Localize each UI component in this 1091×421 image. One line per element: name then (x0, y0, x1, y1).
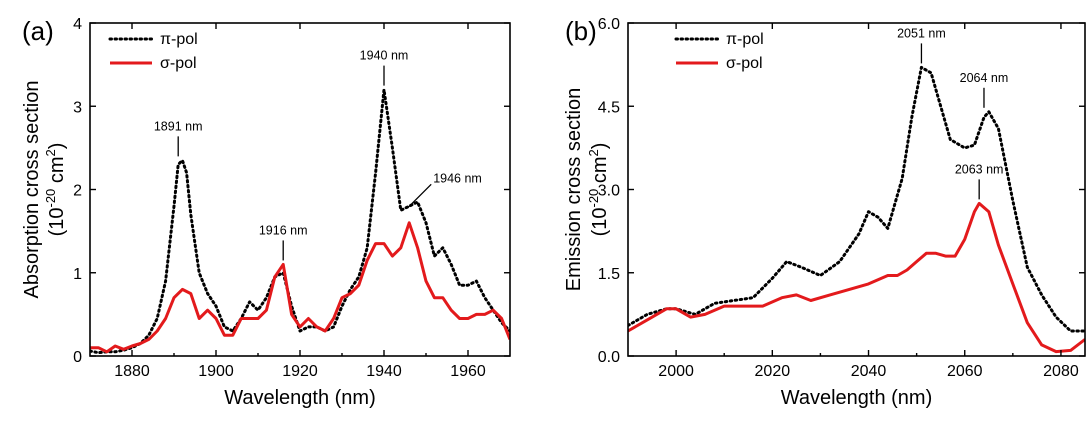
y-axis-unit: (10-20​ cm2​) (586, 143, 611, 237)
peak-annotation: 2051 nm (897, 26, 946, 64)
annotation-label: 1940 nm (360, 49, 409, 63)
x-tick-label: 1960 (450, 363, 486, 380)
sigma-pol-series-line (90, 221, 510, 354)
y-tick-label: 1 (73, 266, 82, 283)
sigma-pol-series-line (628, 201, 1085, 354)
x-tick-label: 2000 (658, 363, 694, 380)
peak-annotation: 2064 nm (960, 71, 1009, 108)
annotation-label: 1916 nm (259, 223, 308, 237)
annotation-label: 2064 nm (960, 71, 1009, 85)
legend-label: σ-pol (160, 55, 197, 72)
series-group (628, 65, 1085, 354)
y-tick-label: 2 (73, 183, 82, 200)
annotation-label: 2051 nm (897, 26, 946, 40)
y-tick-label: 0.0 (598, 349, 620, 366)
legend-label: π-pol (160, 31, 198, 48)
annotation-label: 1891 nm (154, 119, 203, 133)
x-tick-label: 1900 (198, 363, 234, 380)
peak-annotation: 1946 nm (406, 171, 482, 209)
pi-pol-series-line (628, 65, 1085, 333)
y-tick-label: 6.0 (598, 16, 620, 33)
annotation-leader (406, 183, 432, 209)
panel-label: (b) (565, 16, 597, 46)
annotation-label: 2063 nm (955, 162, 1004, 176)
y-tick-label: 4.5 (598, 99, 620, 116)
y-tick-label: 1.5 (598, 266, 620, 283)
x-tick-label: 2020 (755, 363, 791, 380)
y-tick-label: 3.0 (598, 183, 620, 200)
panel-b: 2000 2020 2040 2060 2080 0.0 1.5 3.0 4.5 6.0 Wavel… (563, 16, 1086, 409)
x-axis-title: Wavelength (nm) (224, 387, 376, 409)
legend-label: π-pol (726, 31, 764, 48)
y-axis-unit: (10-20​ cm2​) (43, 143, 68, 237)
x-tick-label: 2080 (1043, 363, 1079, 380)
y-axis-title: Emission cross section (563, 88, 585, 291)
series-group (90, 88, 510, 355)
x-tick-label: 1920 (282, 363, 318, 380)
peak-annotation: 1891 nm (154, 119, 203, 157)
annotation-label: 1946 nm (433, 171, 482, 185)
y-tick-label: 3 (73, 99, 82, 116)
y-tick-label: 4 (73, 16, 82, 33)
x-axis-title: Wavelength (nm) (781, 387, 933, 409)
peak-annotation: 2063 nm (955, 162, 1004, 200)
panel-a: 1880 1900 1920 1940 1960 0 1 2 3 4 Wavelength (nm)… (21, 16, 511, 409)
x-tick-label: 1940 (366, 363, 402, 380)
y-axis-title: Absorption cross section (21, 81, 43, 299)
x-tick-label: 2040 (851, 363, 887, 380)
x-tick-label: 2060 (947, 363, 983, 380)
peak-annotation: 1940 nm (360, 49, 409, 86)
plot-frame (627, 22, 1086, 357)
legend: π-pol σ-pol (108, 31, 198, 72)
y-tick-label: 0 (73, 349, 82, 366)
peak-annotation: 1916 nm (259, 223, 308, 261)
legend: π-pol σ-pol (674, 31, 764, 72)
x-tick-label: 1880 (114, 363, 150, 380)
panel-label: (a) (22, 16, 54, 46)
legend-label: σ-pol (726, 55, 763, 72)
